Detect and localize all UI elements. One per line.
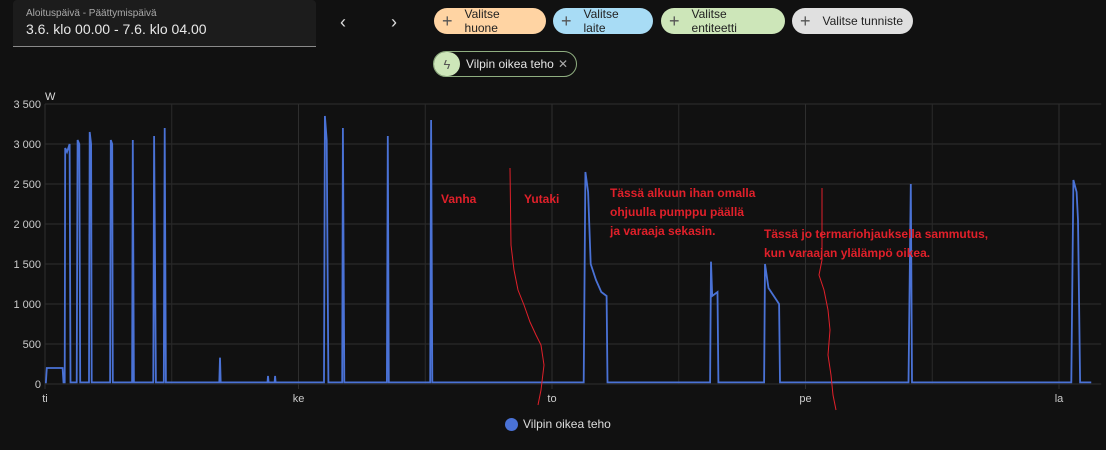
y-tick-label: 3 000	[13, 139, 41, 151]
chip-label: Valitse laite	[583, 7, 619, 35]
y-tick-label: 2 500	[13, 179, 41, 191]
y-tick-label: 2 000	[13, 219, 41, 231]
chip-label: Valitse entiteetti	[691, 7, 737, 35]
x-tick-label: to	[547, 393, 556, 405]
legend-dot-icon	[505, 417, 518, 431]
y-tick-label: 3 500	[13, 99, 41, 111]
chevron-left-icon[interactable]: ‹	[340, 12, 346, 32]
chevron-right-icon[interactable]: ›	[391, 12, 397, 32]
select-label-button[interactable]: + Valitse tunniste	[792, 8, 913, 34]
annotation-yutaki: Yutaki	[524, 192, 560, 206]
lightning-bolt-icon: ϟ	[434, 52, 460, 76]
note-line: ohjuulla pumppu päällä	[610, 205, 745, 219]
y-tick-label: 0	[35, 379, 41, 391]
annotation-note-1: Tässä alkuun ihan omalla ohjuulla pumppu…	[610, 184, 755, 241]
close-icon[interactable]: ✕	[557, 57, 568, 71]
date-range-value: 3.6. klo 00.00 - 7.6. klo 04.00	[26, 21, 207, 37]
plus-icon: +	[442, 10, 453, 31]
x-tick-label: ke	[293, 393, 305, 405]
x-tick-label: la	[1055, 393, 1064, 405]
y-tick-label: 1 000	[13, 299, 41, 311]
legend-item[interactable]: Vilpin oikea teho	[505, 417, 611, 431]
date-range-label: Aloituspäivä - Päättymispäivä	[26, 8, 157, 19]
plus-icon: +	[561, 10, 572, 31]
chip-label: Valitse huone	[464, 7, 500, 35]
note-line: Tässä jo termariohjauksella sammutus,	[764, 227, 989, 241]
selected-entity-chip[interactable]: ϟ Vilpin oikea teho ✕	[433, 51, 577, 77]
y-tick-label: 1 500	[13, 259, 41, 271]
select-device-button[interactable]: + Valitse laite	[553, 7, 653, 35]
select-room-button[interactable]: + Valitse huone	[434, 7, 546, 35]
note-line: Tässä alkuun ihan omalla	[610, 186, 756, 200]
x-tick-label: ti	[42, 393, 48, 405]
y-axis-label: W	[45, 91, 56, 103]
y-tick-label: 500	[23, 339, 41, 351]
date-range-picker[interactable]: Aloituspäivä - Päättymispäivä 3.6. klo 0…	[13, 0, 316, 47]
x-tick-label: pe	[799, 393, 811, 405]
chip-label: Valitse tunniste	[822, 14, 904, 28]
plus-icon: +	[800, 10, 811, 31]
annotation-vanha: Vanha	[441, 192, 477, 206]
legend-label: Vilpin oikea teho	[523, 417, 611, 431]
note-line: ja varaaja sekasin.	[610, 224, 716, 238]
annotation-note-2: Tässä jo termariohjauksella sammutus, ku…	[764, 225, 988, 263]
plus-icon: +	[669, 10, 680, 31]
note-line: kun varaajan ylälämpö oikea.	[764, 246, 931, 260]
entity-label: Vilpin oikea teho	[466, 57, 554, 71]
select-entity-button[interactable]: + Valitse entiteetti	[661, 7, 785, 35]
